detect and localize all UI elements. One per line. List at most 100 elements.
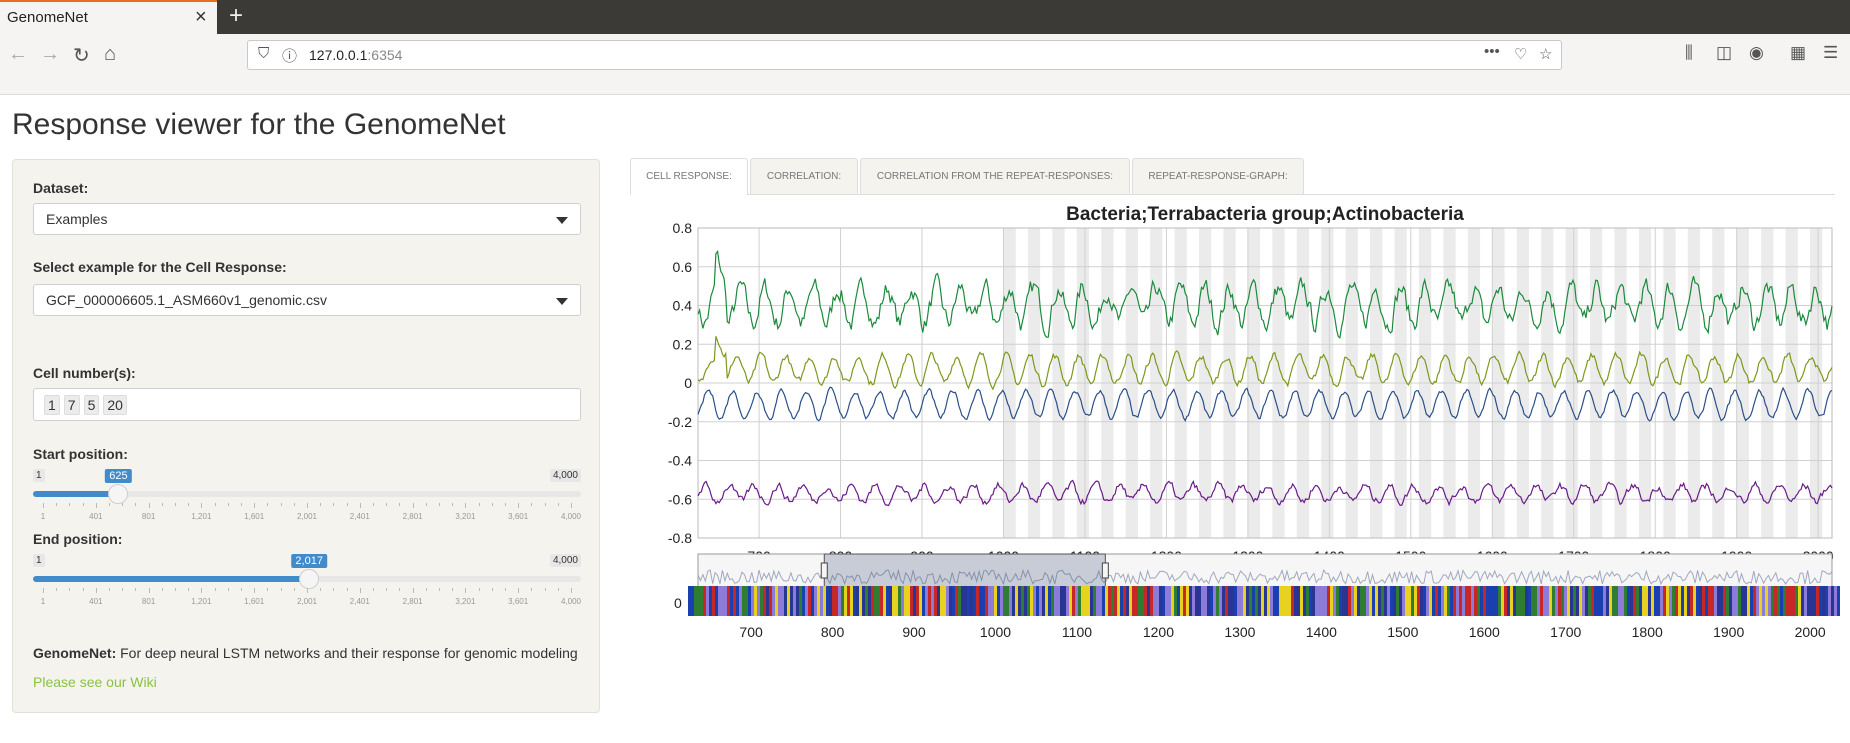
sequence-base <box>1237 586 1240 616</box>
sequence-base <box>940 586 943 616</box>
sequence-base <box>874 586 877 616</box>
sequence-base <box>1249 586 1252 616</box>
home-icon[interactable]: ⌂ <box>104 43 117 65</box>
y-tick-label: 0 <box>684 375 692 391</box>
cell-tag[interactable]: 20 <box>103 395 127 415</box>
sequence-base <box>1600 586 1603 616</box>
sequence-base <box>1693 586 1696 616</box>
sequence-base <box>1834 586 1837 616</box>
library-icon[interactable]: ⫼ <box>1685 43 1693 62</box>
sidebar-icon[interactable]: ◫ <box>1716 43 1733 62</box>
sequence-base <box>1291 586 1294 616</box>
slider-tick-label: 1,201 <box>191 512 212 521</box>
sequence-base <box>1825 586 1828 616</box>
sequence-base <box>1270 586 1273 616</box>
close-icon[interactable]: × <box>195 6 207 28</box>
dataset-select[interactable]: Examples <box>33 203 581 235</box>
sequence-base <box>1348 586 1351 616</box>
sequence-base <box>1045 586 1048 616</box>
slider-tick-label: 1 <box>40 597 46 606</box>
sequence-base <box>1351 586 1354 616</box>
end-position-slider[interactable]: 1 4,000 2,017 1 401 801 1,201 1,601 2,001 2,40… <box>33 554 581 614</box>
cell-tag[interactable]: 1 <box>44 395 60 415</box>
example-select[interactable]: GCF_000006605.1_ASM660v1_genomic.csv <box>33 284 581 316</box>
dataset-label: Dataset: <box>33 180 89 196</box>
navigator-x-tick-label: 1000 <box>980 624 1011 640</box>
sequence-base <box>1102 586 1105 616</box>
sequence-base <box>718 586 721 616</box>
wiki-link[interactable]: Please see our Wiki <box>33 674 157 690</box>
slider-tick <box>135 588 137 591</box>
cell-tag[interactable]: 7 <box>63 395 80 415</box>
navigator-x-tick-label: 1100 <box>1062 624 1092 640</box>
sequence-base <box>814 586 817 616</box>
slider-tick-label: 2,401 <box>349 597 370 606</box>
y-tick-label: 0.6 <box>673 259 693 275</box>
sequence-base <box>1108 586 1111 616</box>
sequence-base <box>1204 586 1207 616</box>
sequence-base <box>1627 586 1630 616</box>
tab-correlation-repeat[interactable]: CORRELATION FROM THE REPEAT-RESPONSES: <box>860 158 1130 194</box>
url-bar[interactable]: ⛉ ⓘ 127.0.0.1:6354 ••• ♡ ☆ <box>247 40 1562 70</box>
sequence-base <box>1339 586 1342 616</box>
sequence-base <box>946 586 949 616</box>
more-icon[interactable]: ••• <box>1484 43 1500 60</box>
start-position-label: Start position: <box>33 446 128 462</box>
slider-handle[interactable] <box>108 484 129 504</box>
sequence-base <box>1210 586 1213 616</box>
extensions-icon[interactable]: ▦ <box>1790 43 1807 62</box>
start-position-slider[interactable]: 1 4,000 625 1 401 801 1,201 1,601 2,001 2,401 2… <box>33 469 581 529</box>
slider-tick <box>478 503 480 506</box>
sequence-base <box>1534 586 1537 616</box>
sequence-base <box>790 586 793 616</box>
sequence-base <box>769 586 772 616</box>
pocket-icon[interactable]: ♡ <box>1514 46 1528 63</box>
sequence-base <box>694 586 697 616</box>
slider-handle[interactable] <box>299 569 320 589</box>
sequence-base <box>1528 586 1531 616</box>
sequence-base <box>1585 586 1588 616</box>
cell-number-input[interactable]: 1 7 5 20 <box>33 388 581 421</box>
sequence-base <box>1252 586 1255 616</box>
sequence-base <box>1030 586 1033 616</box>
sequence-base <box>742 586 745 616</box>
bookmark-star-icon[interactable]: ☆ <box>1539 46 1553 63</box>
navigator-handle[interactable] <box>1101 562 1109 579</box>
slider-tick <box>386 503 388 506</box>
menu-icon[interactable]: ☰ <box>1823 43 1839 62</box>
sequence-base <box>691 586 694 616</box>
info-icon[interactable]: ⓘ <box>282 48 298 65</box>
tab-repeat-response-graph[interactable]: REPEAT-RESPONSE-GRAPH: <box>1132 158 1304 194</box>
chart-svg: Bacteria;Terrabacteria group;Actinobacte… <box>668 204 1840 640</box>
forward-icon[interactable]: → <box>40 43 60 65</box>
sequence-base <box>973 586 976 616</box>
new-tab-icon[interactable]: + <box>229 2 244 29</box>
navigator-handle[interactable] <box>820 562 828 579</box>
tab-correlation[interactable]: CORRELATION: <box>750 158 858 194</box>
navigator-x-tick-label: 800 <box>821 624 845 640</box>
sequence-base <box>1222 586 1225 616</box>
slider-value-label: 2,017 <box>291 554 327 568</box>
sequence-base <box>1837 586 1840 616</box>
cell-tag[interactable]: 5 <box>83 395 100 415</box>
reload-icon[interactable]: ↻ <box>73 45 90 67</box>
slider-max-label: 4,000 <box>549 554 581 567</box>
tab-cell-response[interactable]: CELL RESPONSE: <box>630 158 748 195</box>
sequence-base <box>1753 586 1756 616</box>
slider-tick-label: 401 <box>89 597 103 606</box>
sequence-base <box>1315 586 1318 616</box>
sequence-base <box>1636 586 1639 616</box>
slider-track[interactable] <box>33 491 581 497</box>
sequence-base <box>1414 586 1417 616</box>
sequence-base <box>1690 586 1693 616</box>
slider-tick <box>56 503 58 506</box>
slider-tick <box>465 588 467 593</box>
slider-min-label: 1 <box>33 554 45 567</box>
series-line-3 <box>697 386 1833 422</box>
sequence-base <box>733 586 736 616</box>
browser-tab[interactable]: GenomeNet × <box>0 0 217 34</box>
account-icon[interactable]: ◉ <box>1749 43 1764 62</box>
sequence-base <box>1090 586 1093 616</box>
sequence-base <box>1078 586 1081 616</box>
back-icon[interactable]: ← <box>8 43 28 65</box>
